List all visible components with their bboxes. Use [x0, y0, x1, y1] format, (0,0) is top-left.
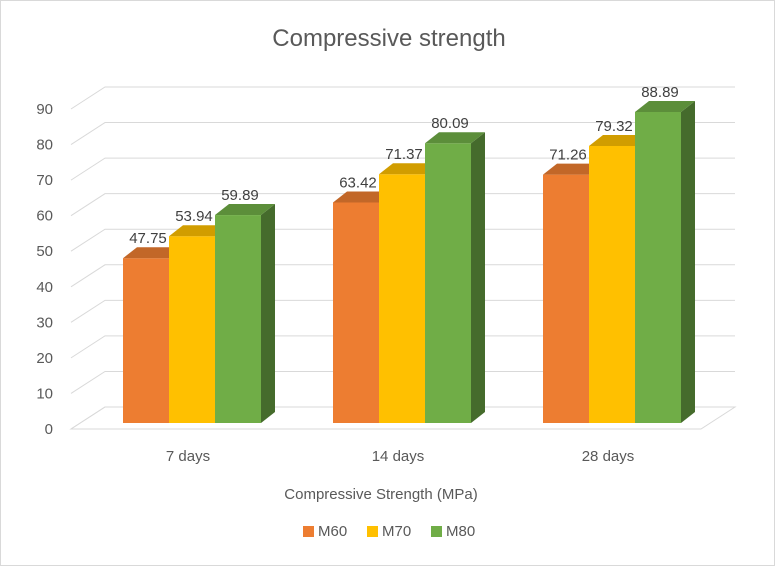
bar-top — [333, 191, 393, 203]
legend[interactable]: M60 M70 M80 — [303, 523, 475, 540]
gridline — [70, 370, 735, 394]
bar-top — [589, 134, 649, 146]
gridline — [70, 193, 735, 217]
x-axis-categories: 7 days 14 days 28 days — [166, 448, 634, 465]
bar-front — [123, 258, 169, 423]
y-tick-label: 10 — [36, 385, 53, 402]
bar-top — [123, 247, 183, 259]
data-label: 71.37 — [385, 146, 423, 163]
x-category-label: 14 days — [372, 448, 425, 465]
x-category-label: 7 days — [166, 448, 210, 465]
bar-front — [215, 215, 261, 423]
bar-front — [333, 202, 379, 423]
y-tick-label: 90 — [36, 101, 53, 118]
gridlines — [70, 86, 735, 430]
y-tick-label: 60 — [36, 208, 53, 225]
bar-front — [589, 145, 635, 423]
data-label: 59.89 — [221, 187, 259, 204]
bar-side — [261, 204, 275, 423]
gridline — [70, 228, 735, 252]
bar-m80-1[interactable] — [425, 132, 485, 424]
legend-item-m80[interactable]: M80 — [431, 523, 475, 540]
bar-top — [425, 132, 485, 144]
bar-side — [471, 132, 485, 424]
gridline — [70, 122, 735, 145]
bar-top — [379, 163, 439, 175]
bar-front — [543, 174, 589, 423]
data-label: 63.42 — [339, 175, 377, 192]
legend-label: M70 — [382, 523, 411, 540]
bar-side — [681, 100, 695, 424]
bar-front — [635, 111, 681, 424]
legend-item-m60[interactable]: M60 — [303, 523, 347, 540]
gridline — [70, 157, 735, 181]
data-labels: 47.75 53.94 59.89 63.42 71.37 80.09 71.26 79.32… — [129, 84, 679, 247]
legend-label: M60 — [318, 523, 347, 540]
data-label: 88.89 — [641, 84, 679, 101]
y-tick-label: 50 — [36, 243, 53, 260]
data-label: 53.94 — [175, 208, 213, 225]
x-category-label: 28 days — [582, 448, 635, 465]
bar-m80-2[interactable] — [635, 100, 695, 424]
y-tick-label: 40 — [36, 279, 53, 296]
bar-front — [425, 143, 471, 424]
gridline — [70, 299, 735, 323]
bar-m80-0[interactable] — [215, 204, 275, 423]
legend-swatch — [303, 526, 314, 537]
gridline — [70, 86, 735, 110]
gridline — [70, 264, 735, 288]
y-tick-label: 30 — [36, 314, 53, 331]
y-axis-ticks: 0 10 20 30 40 50 60 70 80 90 — [36, 101, 53, 438]
legend-swatch — [431, 526, 442, 537]
bar-top — [635, 100, 695, 112]
legend-swatch — [367, 526, 378, 537]
chart-title: Compressive strength — [272, 25, 505, 52]
x-axis-title: Compressive Strength (MPa) — [284, 486, 477, 503]
data-label: 47.75 — [129, 230, 167, 247]
data-label: 71.26 — [549, 147, 587, 164]
y-tick-label: 80 — [36, 137, 53, 154]
gridline — [70, 335, 735, 359]
bar-top — [543, 163, 603, 175]
legend-label: M80 — [446, 523, 475, 540]
y-tick-label: 20 — [36, 350, 53, 367]
y-tick-label: 70 — [36, 172, 53, 189]
bars — [123, 100, 695, 424]
bar-front — [169, 236, 215, 423]
data-label: 80.09 — [431, 115, 469, 132]
legend-item-m70[interactable]: M70 — [367, 523, 411, 540]
bar-top — [215, 204, 275, 216]
bar-top — [169, 225, 229, 237]
data-label: 79.32 — [595, 118, 633, 135]
bar-front — [379, 174, 425, 423]
gridline — [70, 406, 735, 430]
y-tick-label: 0 — [45, 421, 53, 438]
